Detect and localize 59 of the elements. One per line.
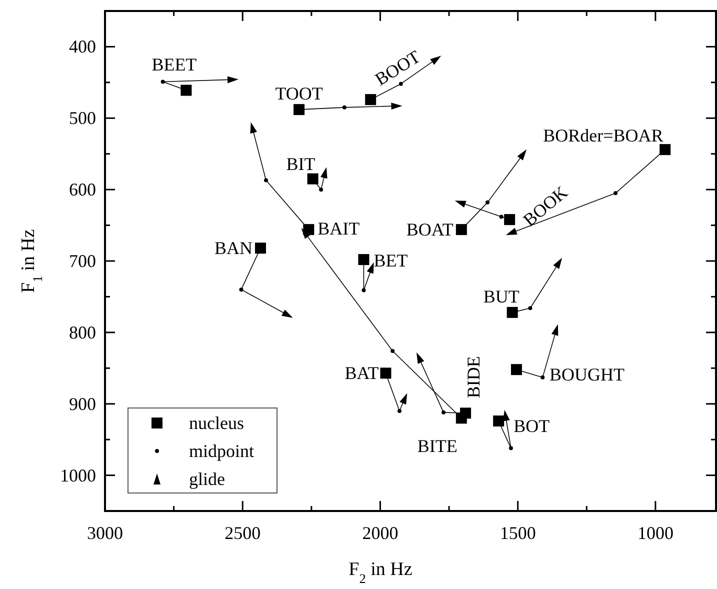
annotation: BOT bbox=[514, 416, 550, 436]
annotation: BUT bbox=[483, 286, 520, 306]
x-tick-label: 3000 bbox=[87, 523, 123, 543]
y-tick-label: 800 bbox=[69, 322, 96, 342]
point bbox=[294, 104, 305, 116]
annotation: BAN bbox=[214, 238, 252, 258]
y-tick-label: 500 bbox=[69, 108, 96, 128]
y-tick-label: 900 bbox=[69, 394, 96, 414]
point bbox=[362, 288, 366, 292]
point bbox=[504, 214, 516, 226]
point bbox=[397, 409, 402, 413]
y-tick-label: 1000 bbox=[60, 465, 96, 486]
point bbox=[365, 94, 376, 106]
point bbox=[493, 416, 504, 426]
point bbox=[508, 446, 513, 450]
point bbox=[319, 188, 324, 192]
x-tick-label: 2500 bbox=[224, 523, 261, 543]
annotation: BORder=BOAR bbox=[543, 126, 664, 146]
annotation: BIT bbox=[286, 154, 316, 174]
annotation: BAIT bbox=[318, 218, 360, 239]
y-tick-label: 600 bbox=[69, 180, 96, 200]
point bbox=[264, 178, 268, 182]
point bbox=[342, 105, 346, 110]
point bbox=[660, 144, 671, 156]
annotation: TOOT bbox=[275, 84, 323, 104]
point bbox=[510, 364, 522, 376]
point bbox=[553, 258, 562, 269]
point bbox=[528, 306, 532, 310]
y-tick-label: 700 bbox=[69, 251, 96, 271]
annotation: BOAT bbox=[406, 220, 454, 240]
point bbox=[442, 410, 446, 414]
annotation: BOUGHT bbox=[549, 364, 624, 385]
y-tick-label: 400 bbox=[69, 36, 96, 57]
point bbox=[499, 214, 504, 219]
point bbox=[358, 254, 370, 266]
annotation: BET bbox=[374, 250, 408, 271]
annotation: BITE bbox=[417, 436, 458, 456]
x-tick-label: 1500 bbox=[500, 523, 536, 543]
point bbox=[390, 349, 395, 353]
point bbox=[456, 224, 467, 236]
legend-label: glide bbox=[189, 469, 225, 489]
x-tick-label: 1000 bbox=[637, 523, 674, 543]
point bbox=[307, 173, 318, 184]
point bbox=[160, 80, 165, 84]
legend-label: midpoint bbox=[189, 441, 254, 461]
point bbox=[486, 200, 490, 204]
x-axis-title: F$_{2}$ in Hz bbox=[348, 559, 412, 586]
point bbox=[239, 288, 244, 292]
point bbox=[614, 191, 618, 196]
annotation: BIDE bbox=[464, 356, 484, 398]
point bbox=[506, 306, 518, 318]
point bbox=[380, 368, 392, 379]
legend-label: nucleus bbox=[189, 413, 244, 433]
annotation: BEET bbox=[152, 54, 197, 74]
point bbox=[540, 375, 545, 380]
point bbox=[255, 242, 266, 254]
annotation: BAT bbox=[344, 363, 379, 384]
x-tick-label: 2000 bbox=[362, 523, 398, 543]
point bbox=[180, 84, 192, 96]
